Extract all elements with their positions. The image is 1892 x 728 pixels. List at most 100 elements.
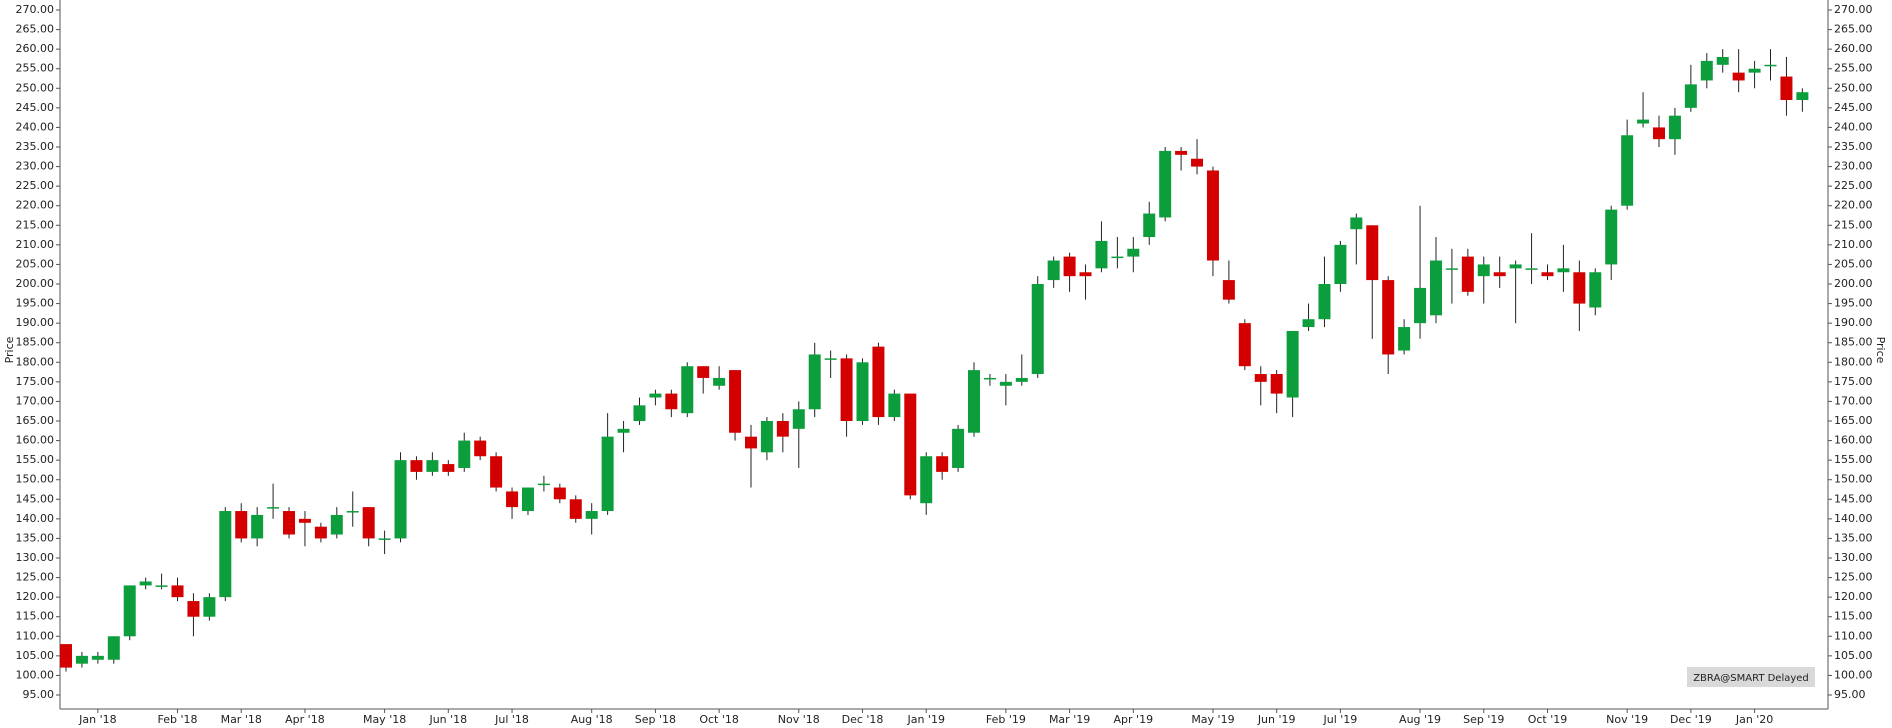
candle-body [1079,272,1092,277]
y-tick-label: 260.00 [16,42,55,55]
candle-body [713,377,726,386]
candle-body [187,601,200,617]
candle-body [1414,287,1427,324]
candle-body [983,377,996,380]
x-tick-label: Jan '19 [906,713,944,726]
candle-body [1318,284,1331,320]
y-tick-label-right: 180.00 [1834,355,1873,368]
y-tick-label: 235.00 [16,140,55,153]
candle-body [936,456,949,472]
candle-body [458,440,471,468]
candle-body [968,370,981,433]
y-tick-label-right: 245.00 [1834,101,1873,114]
candle-body [888,393,901,418]
y-tick-label-right: 130.00 [1834,551,1873,564]
candle-body [410,460,423,472]
y-tick-label-right: 230.00 [1834,160,1873,173]
candle-body [283,511,296,535]
y-tick-label: 230.00 [16,160,55,173]
candle-body [1159,150,1172,218]
candle-body [1191,158,1204,167]
candle-body [1764,64,1777,67]
y-tick-label: 200.00 [16,277,55,290]
candle-body [1111,256,1124,259]
x-tick-label: Jun '19 [1257,713,1296,726]
candle-body [1238,323,1251,367]
candle-body [1175,150,1188,155]
y-tick-label-right: 195.00 [1834,297,1873,310]
candle-body [203,597,216,617]
candle-body [155,585,168,587]
candle-body [840,358,853,421]
candle-body [267,507,280,509]
x-tick-label: Feb '18 [158,713,198,726]
candle-body [1748,68,1761,73]
candle-body [1637,119,1650,124]
y-tick-label: 165.00 [16,414,55,427]
y-tick-label: 130.00 [16,551,55,564]
candle-body [1477,264,1490,277]
x-tick-label: Nov '19 [1606,713,1648,726]
y-tick-label-right: 220.00 [1834,199,1873,212]
candle-body [1621,135,1634,206]
y-tick-label-right: 200.00 [1834,277,1873,290]
y-tick-label: 265.00 [16,23,55,36]
x-tick-label: Jul '18 [494,713,529,726]
candle-body [617,428,630,433]
y-tick-label-right: 185.00 [1834,336,1873,349]
y-axis-label: Price [3,336,16,363]
candle-body [378,538,391,540]
y-tick-label: 175.00 [16,375,55,388]
watermark: ZBRA@SMART Delayed [1693,673,1809,684]
y-tick-label-right: 260.00 [1834,42,1873,55]
y-tick-label: 150.00 [16,473,55,486]
y-tick-label-right: 135.00 [1834,531,1873,544]
x-tick-label: May '18 [363,713,406,726]
y-tick-label: 125.00 [16,571,55,584]
candle-body [904,393,917,496]
y-tick-label-right: 155.00 [1834,453,1873,466]
candle-body [808,354,821,410]
candle-body [1031,284,1044,375]
y-tick-label-right: 270.00 [1834,3,1873,16]
candle-body [697,366,710,378]
candle-body [920,456,933,504]
x-tick-label: Aug '19 [1399,713,1441,726]
x-tick-label: Jul '19 [1323,713,1358,726]
candle-body [219,511,232,598]
y-tick-label: 170.00 [16,394,55,407]
y-tick-label: 120.00 [16,590,55,603]
y-tick-label-right: 205.00 [1834,257,1873,270]
candle-body [1796,92,1809,101]
x-tick-label: Aug '18 [571,713,613,726]
y-tick-label: 110.00 [16,629,55,642]
x-tick-label: Dec '19 [1670,713,1712,726]
y-tick-label-right: 115.00 [1834,610,1873,623]
candle-body [1700,60,1713,81]
candle-body [1541,272,1554,277]
y-tick-label-right: 235.00 [1834,140,1873,153]
y-tick-label: 145.00 [16,492,55,505]
candle-body [952,428,965,468]
y-tick-label-right: 105.00 [1834,649,1873,662]
y-tick-label: 140.00 [16,512,55,525]
candle-body [872,346,885,418]
y-tick-label: 180.00 [16,355,55,368]
candle-body [346,511,359,513]
candle-body [1254,374,1267,382]
y-tick-label: 155.00 [16,453,55,466]
y-tick-label: 270.00 [16,3,55,16]
y-tick-label: 215.00 [16,218,55,231]
candle-body [1366,225,1379,281]
y-tick-label-right: 170.00 [1834,394,1873,407]
candle-body [442,464,455,472]
candle-body [1334,244,1347,284]
y-tick-label: 195.00 [16,297,55,310]
candle-body [665,393,678,410]
candle-body [649,393,662,398]
candle-body [394,460,407,539]
x-tick-label: Oct '19 [1528,713,1568,726]
candle-body [585,511,598,519]
x-tick-label: Jan '18 [78,713,116,726]
candle-body [75,655,88,664]
